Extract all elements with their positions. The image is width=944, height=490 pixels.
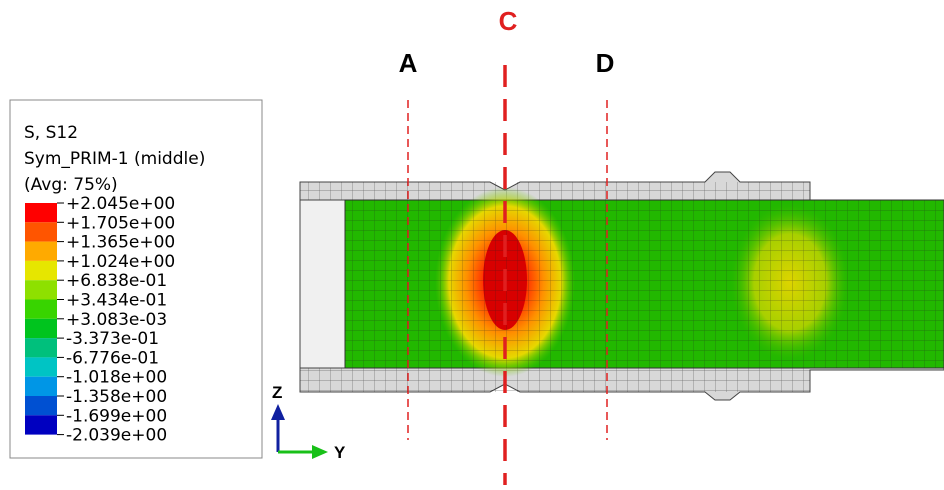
legend-level: +3.434e-01 <box>66 291 167 311</box>
legend-level: -6.776e-01 <box>66 348 159 368</box>
legend-swatch <box>25 261 57 280</box>
legend-swatch <box>25 396 57 415</box>
legend-swatch <box>25 222 57 241</box>
legend-level: -1.358e+00 <box>66 387 167 407</box>
legend-swatch <box>25 377 57 396</box>
legend-level: -3.373e-01 <box>66 329 159 349</box>
legend-level: +1.024e+00 <box>66 252 175 272</box>
viewport: A C D S, S12 Sym_PRIM-1 (middle) (Avg: 7… <box>0 0 944 490</box>
legend-swatch <box>25 319 57 338</box>
legend-swatch <box>25 203 57 222</box>
legend-level: -2.039e+00 <box>66 426 167 446</box>
legend-swatch <box>25 242 57 261</box>
legend-title: Sym_PRIM-1 (middle) <box>24 149 205 169</box>
legend-swatch <box>25 300 57 319</box>
legend-level: +1.705e+00 <box>66 213 175 233</box>
legend-level: +3.083e-03 <box>66 310 167 330</box>
triad: Z Y <box>271 383 346 462</box>
legend-title: S, S12 <box>24 123 78 143</box>
legend-level: +6.838e-01 <box>66 271 167 291</box>
section-label: C <box>499 6 518 36</box>
legend-level: +1.365e+00 <box>66 233 175 253</box>
axis-label: Z <box>272 383 282 402</box>
legend-level: -1.018e+00 <box>66 368 167 388</box>
legend-level: -1.699e+00 <box>66 406 167 426</box>
legend: S, S12 Sym_PRIM-1 (middle) (Avg: 75%) +2… <box>10 100 262 458</box>
legend-title: (Avg: 75%) <box>24 175 118 195</box>
model <box>300 172 944 400</box>
axis-label: Y <box>334 443 346 462</box>
legend-swatch <box>25 415 57 434</box>
section-label: A <box>399 48 418 78</box>
legend-swatch <box>25 280 57 299</box>
section-label: D <box>596 48 615 78</box>
legend-swatch <box>25 338 57 357</box>
legend-level: +2.045e+00 <box>66 194 175 214</box>
legend-swatch <box>25 357 57 376</box>
